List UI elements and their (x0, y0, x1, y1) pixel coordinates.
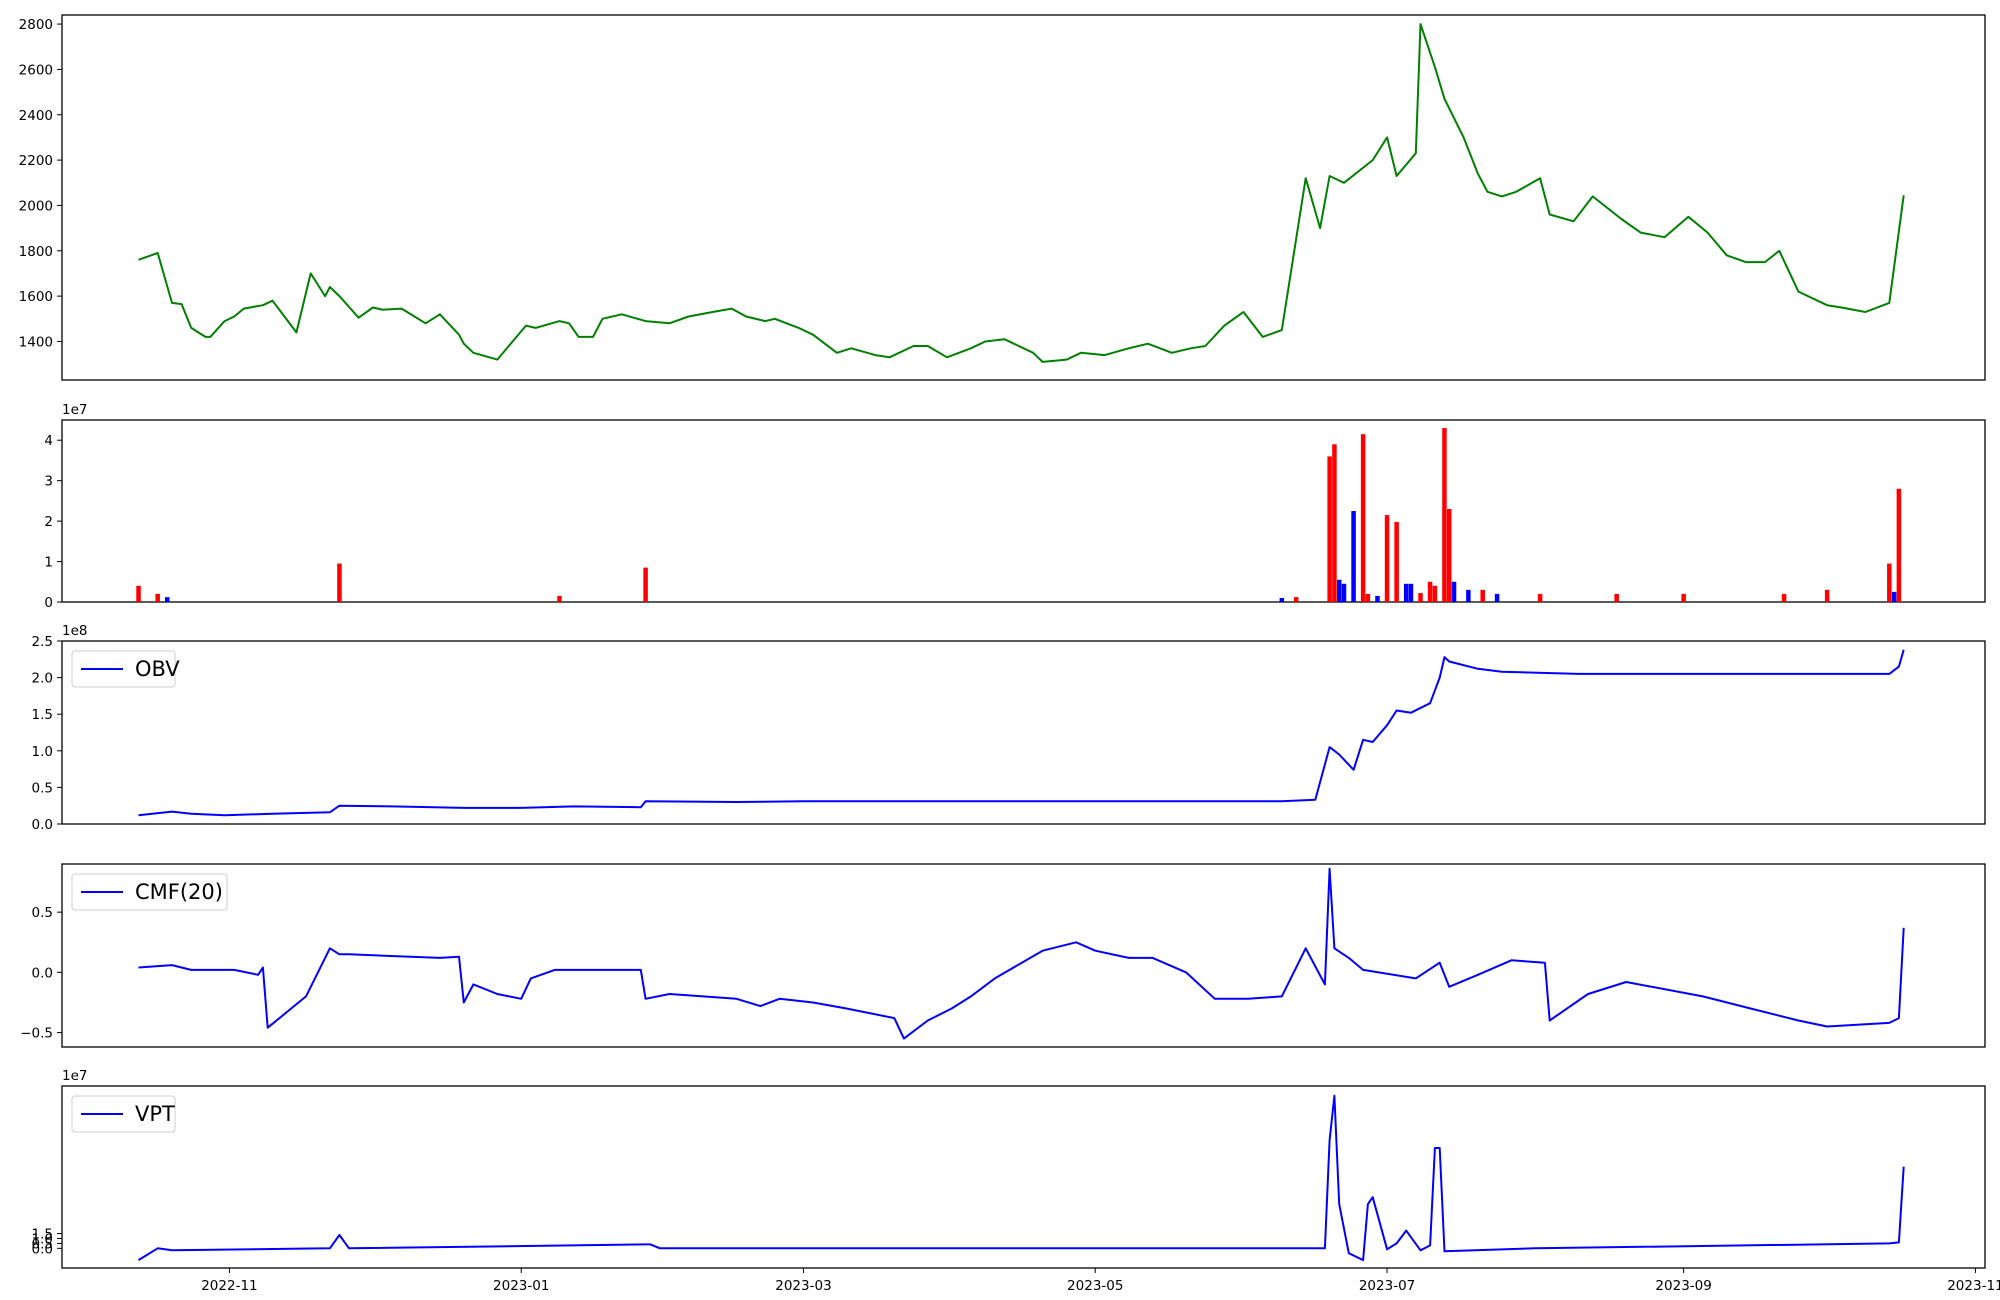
volume-bar (1494, 593, 1500, 602)
volume-bar (1336, 579, 1342, 602)
volume-bar (1427, 581, 1433, 602)
volume-bar (1384, 515, 1390, 602)
volume-bar (155, 593, 160, 602)
volume-bar (1408, 583, 1414, 602)
volume-bar (1887, 563, 1892, 602)
x-tick-label: 2023-09 (1655, 1278, 1711, 1294)
price-ytick-label: 2600 (19, 62, 53, 78)
volume-bar (1446, 508, 1452, 602)
price-ytick-label: 2000 (19, 198, 53, 214)
volume-bar (1891, 591, 1897, 602)
price-ytick-label: 1400 (19, 334, 53, 350)
obv-panel: 0.0 0.5 1.0 1.5 2.0 2.5 1e8 OBV (32, 623, 1986, 833)
volume-bar (1332, 444, 1337, 602)
vpt-ytick-label: 0.5 (32, 1236, 53, 1252)
obv-ytick-label: 0.5 (32, 780, 53, 796)
cmf-legend-box (71, 873, 228, 911)
vpt-legend-label: VPT (135, 1102, 175, 1126)
x-tick-label: 2022-11 (201, 1278, 257, 1294)
vpt-ytick-label: 1.5 (32, 1227, 53, 1243)
volume-bar (1537, 593, 1543, 602)
volume-bar (1480, 589, 1485, 602)
obv-ytick-label: 2.0 (32, 671, 53, 687)
volume-bar (1403, 583, 1409, 602)
vpt-axes-frame (61, 1085, 1986, 1269)
cmf-legend-label: CMF(20) (135, 880, 223, 904)
obv-offset-label: 1e8 (62, 623, 87, 639)
vpt-legend-box (71, 1095, 176, 1133)
volume-bar (1442, 428, 1447, 602)
obv-legend-label: OBV (135, 657, 180, 681)
volume-ytick-label: 1 (44, 555, 53, 571)
vpt-ytick-label: 0.0 (32, 1241, 53, 1257)
volume-bar (1614, 593, 1619, 602)
volume-bar (1375, 595, 1380, 602)
volume-bar (1896, 488, 1902, 602)
volume-bar (643, 567, 648, 602)
x-tick-label: 2023-11 (1947, 1278, 2000, 1294)
price-ytick-label: 2400 (19, 108, 53, 124)
volume-bar (1351, 511, 1356, 602)
obv-legend-box (71, 650, 176, 688)
volume-bar (1781, 593, 1787, 602)
cmf-ytick-label: 0.5 (32, 905, 53, 921)
volume-bar (1327, 456, 1332, 602)
obv-ytick-label: 0.0 (32, 817, 53, 833)
volume-bar (1681, 593, 1686, 602)
volume-bar (1341, 583, 1347, 602)
vpt-series-line (137, 1094, 1905, 1262)
cmf-series-line (138, 867, 1905, 1040)
x-tick-label: 2023-05 (1067, 1278, 1123, 1294)
volume-axes-frame (61, 419, 1986, 603)
volume-ytick-label: 0 (44, 595, 53, 611)
volume-bar (557, 595, 562, 602)
volume-bar (1394, 521, 1399, 602)
x-tick-label: 2023-07 (1359, 1278, 1415, 1294)
x-tick-label: 2023-03 (775, 1278, 831, 1294)
vpt-ytick-label: 1.0 (32, 1231, 53, 1247)
cmf-ytick-label: −0.5 (20, 1026, 53, 1042)
volume-ytick-label: 2 (44, 514, 53, 530)
volume-bar (1418, 593, 1423, 602)
price-ytick-label: 1800 (19, 244, 53, 260)
price-panel: 1400 1600 1800 2000 2200 2400 2600 2800 (19, 14, 1986, 381)
volume-bar (164, 597, 170, 602)
volume-bar (136, 585, 141, 602)
price-axes-frame (61, 14, 1986, 381)
price-ytick-label: 2200 (19, 153, 53, 169)
cmf-axes-frame (61, 863, 1986, 1048)
obv-ytick-label: 1.5 (32, 707, 53, 723)
volume-ytick-label: 4 (44, 433, 53, 449)
price-ytick-label: 1600 (19, 289, 53, 305)
volume-bar (1360, 434, 1366, 602)
volume-bar (1365, 593, 1371, 602)
volume-bar (1293, 597, 1299, 602)
volume-bar (1279, 597, 1285, 602)
obv-ytick-label: 2.5 (32, 634, 53, 650)
volume-panel: 0 1 2 3 4 1e7 (44, 402, 1986, 611)
vpt-offset-label: 1e7 (62, 1068, 87, 1084)
price-series-line (138, 23, 1905, 363)
volume-bar (1466, 589, 1471, 602)
price-ytick-label: 2800 (19, 17, 53, 33)
volume-ytick-label: 3 (44, 474, 53, 490)
obv-ytick-label: 1.0 (32, 744, 53, 760)
obv-axes-frame (61, 640, 1986, 825)
obv-series-line (138, 649, 1905, 817)
volume-bar (337, 563, 342, 602)
x-tick-label: 2023-01 (493, 1278, 549, 1294)
volume-bar (1432, 585, 1438, 602)
cmf-ytick-label: 0.0 (32, 965, 53, 981)
volume-bar (1451, 581, 1457, 602)
vpt-panel: 0.00.51.01.5 1e7 VPT 2022-11 2023-01 2023-03 2… (32, 1068, 2000, 1294)
cmf-panel: −0.5 0.0 0.5 CMF(20) (20, 863, 1986, 1048)
volume-bar (1824, 589, 1830, 602)
volume-offset-label: 1e7 (62, 402, 87, 418)
